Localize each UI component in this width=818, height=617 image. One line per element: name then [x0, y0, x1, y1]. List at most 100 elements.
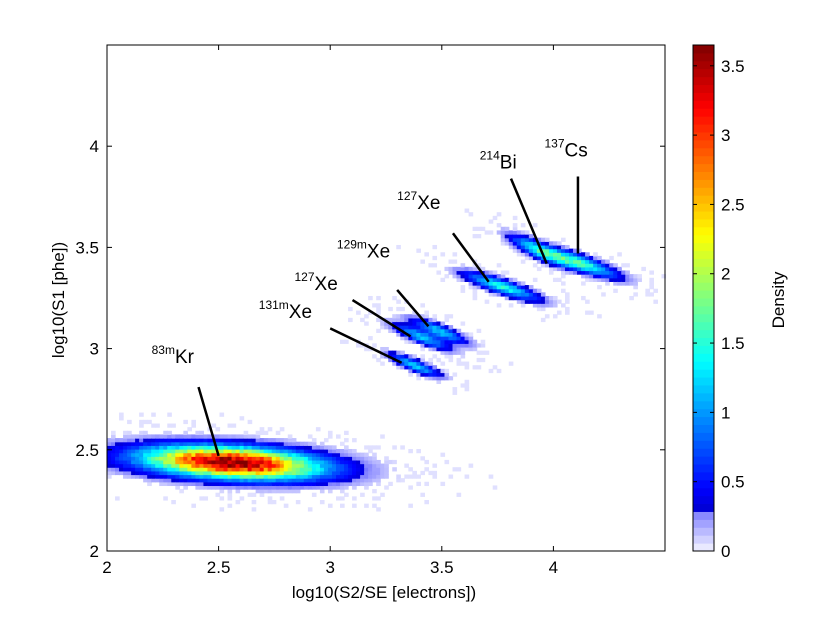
density-cell	[295, 489, 301, 494]
density-cell	[255, 481, 261, 487]
density-cell	[199, 481, 205, 487]
density-cell	[340, 478, 345, 483]
density-cell	[420, 328, 425, 333]
density-cell	[183, 459, 188, 465]
density-cell	[195, 478, 201, 483]
density-cell	[468, 339, 474, 344]
density-cell	[263, 478, 269, 483]
density-cell	[436, 332, 442, 337]
density-cell	[368, 448, 373, 454]
density-cell	[251, 485, 257, 490]
density-cell	[468, 343, 474, 348]
density-cell	[135, 470, 140, 476]
density-cell	[552, 299, 558, 304]
density-cell	[528, 241, 534, 246]
colorbar-segment	[693, 313, 714, 323]
density-cell	[119, 459, 124, 465]
density-cell	[167, 423, 172, 428]
density-cell	[275, 485, 281, 490]
density-cell	[388, 317, 393, 323]
density-cell	[424, 361, 430, 366]
density-cell	[392, 317, 397, 323]
density-cell	[207, 445, 213, 450]
density-cell	[119, 445, 124, 450]
density-cell	[573, 263, 578, 268]
density-cell	[348, 474, 353, 479]
density-cell	[376, 357, 381, 363]
density-cell	[532, 248, 538, 253]
colorbar-segment	[693, 108, 714, 117]
density-cell	[420, 372, 425, 377]
density-cell	[223, 485, 229, 490]
density-cell	[115, 463, 120, 468]
density-cell	[424, 372, 430, 377]
density-cell	[524, 234, 530, 239]
density-cell	[175, 441, 180, 446]
density-cell	[167, 438, 172, 443]
density-cell	[464, 336, 470, 341]
density-cell	[436, 325, 442, 330]
density-cell	[195, 445, 201, 450]
density-cell	[540, 303, 546, 308]
density-cell	[488, 274, 494, 279]
density-cell	[171, 434, 176, 439]
density-cell	[424, 376, 430, 381]
density-cell	[151, 445, 156, 450]
density-cell	[227, 456, 233, 461]
density-cell	[251, 438, 257, 443]
density-cell	[340, 452, 345, 457]
density-cell	[496, 303, 502, 308]
density-cell	[376, 463, 381, 468]
colorbar: 00.511.522.533.5	[692, 44, 745, 561]
density-cell	[279, 481, 285, 487]
density-cell	[597, 270, 602, 275]
annotation-pointer	[396, 289, 430, 328]
density-cell	[247, 485, 253, 490]
density-cell	[645, 292, 650, 297]
density-cell	[243, 452, 249, 457]
density-cell	[139, 419, 144, 425]
density-cell	[372, 478, 377, 483]
density-cell	[307, 434, 313, 439]
density-cell	[283, 438, 289, 443]
density-cell	[227, 441, 233, 446]
density-cell	[452, 372, 458, 377]
annotation-pointer	[329, 327, 403, 364]
density-cell	[581, 295, 586, 301]
density-cell	[323, 485, 329, 490]
density-cell	[287, 481, 293, 487]
density-cell	[255, 459, 261, 465]
density-cell	[155, 467, 160, 472]
density-cell	[436, 346, 442, 352]
density-cell	[219, 434, 225, 439]
density-cell	[235, 438, 241, 443]
density-cell	[123, 470, 128, 476]
density-cell	[436, 357, 442, 363]
density-cell	[115, 470, 120, 476]
density-cell	[348, 317, 353, 323]
density-cell	[327, 452, 333, 457]
density-cell	[396, 244, 401, 250]
density-cell	[255, 452, 261, 457]
density-cell	[323, 478, 329, 483]
density-cell	[271, 470, 277, 476]
density-cell	[512, 223, 518, 228]
density-cell	[187, 459, 192, 465]
density-cell	[496, 277, 502, 282]
density-cells	[107, 208, 667, 512]
density-cell	[147, 456, 152, 461]
density-cell	[311, 456, 317, 461]
density-cell	[496, 230, 502, 235]
density-cell	[468, 463, 474, 468]
density-cell	[263, 474, 269, 479]
density-cell	[512, 277, 518, 282]
density-cell	[420, 368, 425, 374]
density-cell	[400, 478, 405, 483]
density-cell	[203, 434, 209, 439]
density-cell	[593, 255, 598, 261]
density-cell	[536, 299, 542, 304]
density-cell	[456, 336, 462, 341]
density-cell	[492, 285, 498, 290]
density-cell	[275, 474, 281, 479]
density-cell	[364, 456, 369, 461]
